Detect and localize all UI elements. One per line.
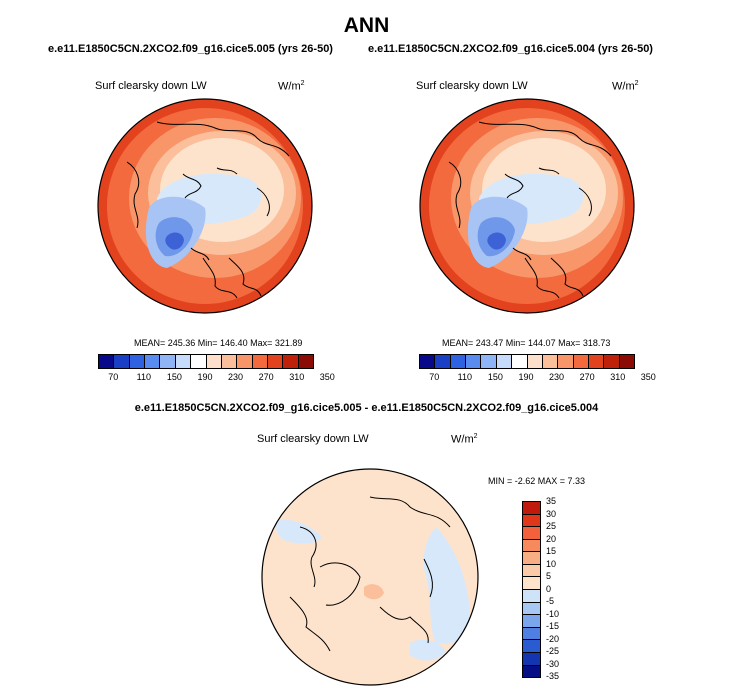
colorbar-swatch [523, 514, 540, 528]
colorbar-swatch [523, 602, 540, 616]
colorbar-tick-label: -20 [546, 633, 560, 644]
variable-label-diff: Surf clearsky down LW [257, 433, 369, 445]
colorbar-tick-label: 310 [610, 372, 626, 382]
colorbar-swatch [523, 665, 540, 678]
colorbar-swatch [435, 355, 451, 368]
colorbar-swatch [523, 527, 540, 540]
colorbar-swatch [252, 355, 268, 368]
colorbar-swatch [523, 552, 540, 565]
negative-region-east [423, 527, 471, 644]
colorbar-swatch [420, 355, 436, 368]
colorbar-swatch [99, 355, 115, 368]
colorbar-tick-label: 70 [108, 372, 119, 382]
colorbar-swatch [237, 355, 253, 368]
colorbar-tick-label: 110 [457, 372, 473, 382]
colorbar-swatch [527, 355, 543, 368]
colorbar-swatch [114, 355, 130, 368]
variable-label-left: Surf clearsky down LW [95, 80, 207, 92]
colorbar-swatch [450, 355, 467, 368]
coastline-eurasia [156, 121, 290, 157]
colorbar-swatch [298, 355, 314, 368]
colorbar-tick-label: 350 [319, 372, 335, 382]
colorbar-tick-label: 30 [546, 508, 557, 519]
colorbar-tick-label: 20 [546, 533, 557, 544]
colorbar-tick-label: 0 [546, 583, 552, 594]
coastline-eurasia [478, 121, 612, 157]
units-label-left: W/m2 [278, 80, 305, 93]
colorbar-swatch [481, 355, 497, 368]
colorbar-swatch [523, 590, 540, 603]
colorbar-swatch [512, 355, 528, 368]
units-label-right: W/m2 [612, 80, 639, 93]
coastline-arctic [299, 526, 317, 588]
colorbar-swatch [129, 355, 146, 368]
colorbar-swatch [206, 355, 222, 368]
colorbar-tick-label: 5 [546, 571, 552, 581]
polar-map-left [97, 98, 313, 314]
colorbar-swatch [542, 355, 559, 368]
colorbar-tick-label: -5 [546, 596, 555, 606]
colorbar-left [98, 354, 314, 369]
colorbar-tick-label: 110 [136, 372, 152, 382]
colorbar-swatch [145, 355, 161, 368]
polar-map-diff [261, 468, 479, 686]
case-title-left: e.e11.E1850C5CN.2XCO2.f09_g16.cice5.005 … [48, 43, 333, 55]
colorbar-tick-label: 350 [640, 372, 656, 382]
negative-region-north [275, 519, 322, 544]
colorbar-swatch [496, 355, 513, 368]
colorbar-swatch [175, 355, 192, 368]
colorbar-diff [522, 501, 541, 678]
difference-title: e.e11.E1850C5CN.2XCO2.f09_g16.cice5.005 … [134, 402, 599, 414]
colorbar-swatch [267, 355, 284, 368]
colorbar-swatch [619, 355, 635, 368]
colorbar-swatch [558, 355, 574, 368]
stats-diff: MIN = -2.62 MAX = 7.33 [488, 476, 586, 486]
colorbar-tick-label: 270 [579, 372, 595, 382]
colorbar-tick-label: 310 [289, 372, 305, 382]
stats-right: MEAN= 243.47 Min= 144.07 Max= 318.73 [442, 338, 611, 348]
colorbar-tick-label: -30 [546, 658, 560, 669]
colorbar-swatch [523, 640, 540, 653]
colorbar-tick-label: -35 [546, 671, 560, 681]
case-title-right: e.e11.E1850C5CN.2XCO2.f09_g16.cice5.004 … [368, 43, 653, 55]
colorbar-swatch [191, 355, 207, 368]
colorbar-swatch [523, 577, 540, 591]
colorbar-swatch [466, 355, 482, 368]
colorbar-swatch [523, 502, 540, 515]
colorbar-swatch [523, 615, 540, 628]
colorbar-tick-label: 25 [546, 521, 557, 531]
figure-title: ANN [343, 14, 390, 37]
colorbar-tick-label: 270 [258, 372, 274, 382]
colorbar-swatch [523, 627, 540, 641]
colorbar-tick-label: 70 [429, 372, 440, 382]
colorbar-swatch [283, 355, 299, 368]
colorbar-tick-label: 150 [166, 372, 182, 382]
colorbar-swatch [523, 564, 540, 578]
colorbar-swatch [160, 355, 176, 368]
colorbar-tick-label: -10 [546, 608, 560, 619]
colorbar-tick-label: 230 [549, 372, 565, 382]
variable-label-right: Surf clearsky down LW [416, 80, 528, 92]
colorbar-swatch [221, 355, 238, 368]
colorbar-tick-label: 230 [228, 372, 244, 382]
colorbar-tick-label: 15 [546, 546, 557, 556]
colorbar-tick-label: -25 [546, 646, 560, 656]
colorbar-right [419, 354, 635, 369]
colorbar-tick-label: 190 [197, 372, 213, 382]
colorbar-tick-label: 190 [518, 372, 534, 382]
colorbar-swatch [523, 652, 540, 666]
stats-left: MEAN= 245.36 Min= 146.40 Max= 321.89 [134, 338, 303, 348]
colorbar-tick-label: 150 [487, 372, 503, 382]
colorbar-swatch [604, 355, 620, 368]
colorbar-swatch [573, 355, 589, 368]
colorbar-tick-label: 35 [546, 496, 557, 506]
colorbar-tick-label: -15 [546, 621, 560, 631]
colorbar-swatch [523, 539, 540, 553]
units-label-diff: W/m2 [451, 433, 478, 446]
colorbar-swatch [588, 355, 605, 368]
polar-map-right [419, 98, 635, 314]
colorbar-tick-label: 10 [546, 558, 557, 569]
